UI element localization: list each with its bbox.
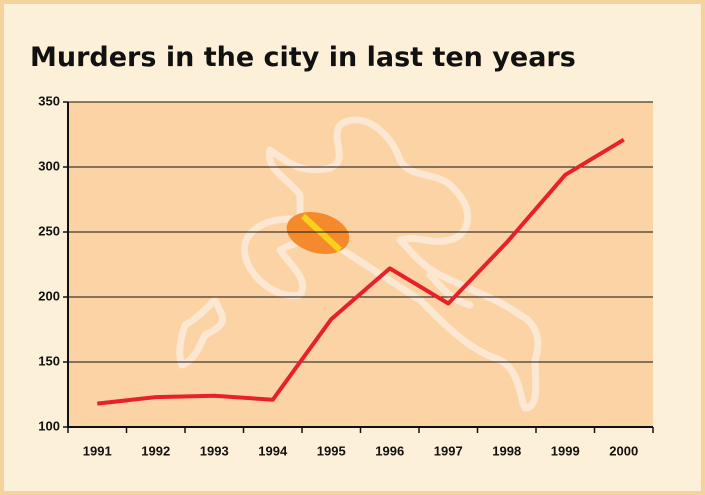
y-tick-label: 200 — [38, 288, 60, 303]
x-tick-label: 1999 — [551, 443, 580, 458]
chart: Murders in the city in last ten years 10… — [0, 0, 705, 495]
chart-title: Murders in the city in last ten years — [30, 42, 576, 73]
x-tick-label: 1996 — [375, 443, 404, 458]
y-tick-label: 300 — [38, 158, 60, 173]
x-tick-label: 1994 — [258, 443, 288, 458]
x-tick-label: 2000 — [609, 443, 638, 458]
x-tick-label: 1993 — [200, 443, 229, 458]
x-tick-label: 1997 — [434, 443, 463, 458]
y-tick-label: 250 — [38, 223, 60, 238]
y-tick-label: 150 — [38, 353, 60, 368]
x-tick-label: 1992 — [141, 443, 170, 458]
x-tick-label: 1995 — [317, 443, 346, 458]
y-tick-label: 350 — [38, 93, 60, 108]
x-tick-label: 1991 — [83, 443, 112, 458]
y-tick-label: 100 — [38, 418, 60, 433]
x-tick-label: 1998 — [492, 443, 521, 458]
